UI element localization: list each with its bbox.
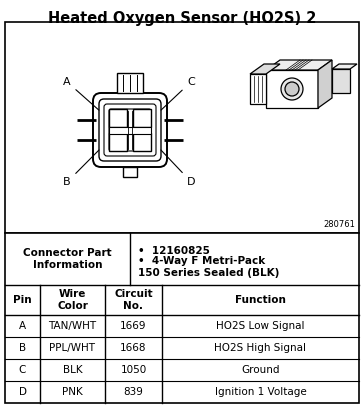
Bar [5,22,359,233]
Text: Function: Function [235,295,286,305]
Text: B: B [63,150,99,187]
Text: PNK: PNK [62,387,83,397]
Text: Wire
Color: Wire Color [57,289,88,311]
Ellipse shape [285,82,299,96]
Text: Ignition 1 Voltage: Ignition 1 Voltage [215,387,306,397]
Text: 839: 839 [123,387,143,397]
Polygon shape [318,60,332,108]
Bar [5,233,359,403]
Text: Pin: Pin [13,295,32,305]
Text: C: C [161,77,195,110]
Bar [133,133,151,151]
Text: Circuit
No.: Circuit No. [114,289,153,311]
Bar [266,70,318,108]
Polygon shape [266,60,332,70]
Bar [117,73,143,93]
Text: B: B [19,343,26,353]
Bar [123,167,137,177]
Text: A: A [63,77,99,110]
Bar [332,69,350,93]
Text: •  12160825: • 12160825 [138,246,210,256]
Text: PPL/WHT: PPL/WHT [50,343,95,353]
Text: A: A [19,321,26,331]
Text: 1668: 1668 [120,343,147,353]
Text: Connector Part
Information: Connector Part Information [23,248,112,270]
Bar [250,74,266,104]
FancyBboxPatch shape [93,93,167,167]
Text: C: C [19,365,26,375]
Bar [109,127,151,134]
Bar [109,133,127,151]
Text: HO2S Low Signal: HO2S Low Signal [216,321,305,331]
Text: 1669: 1669 [120,321,147,331]
Text: •  4-Way F Metri-Pack
150 Series Sealed (BLK): • 4-Way F Metri-Pack 150 Series Sealed (… [138,256,280,278]
Bar [109,109,127,127]
FancyBboxPatch shape [99,99,161,161]
Text: TAN/WHT: TAN/WHT [48,321,96,331]
Polygon shape [332,64,357,69]
Polygon shape [250,64,280,74]
FancyBboxPatch shape [104,104,156,156]
Text: 280761: 280761 [323,220,355,229]
Text: HO2S High Signal: HO2S High Signal [214,343,306,353]
Text: BLK: BLK [63,365,82,375]
Ellipse shape [281,78,303,100]
Text: D: D [19,387,27,397]
FancyBboxPatch shape [109,109,151,151]
Text: D: D [161,150,195,187]
Text: Ground: Ground [241,365,280,375]
Text: Heated Oxygen Sensor (HO2S) 2: Heated Oxygen Sensor (HO2S) 2 [48,11,316,26]
Text: 1050: 1050 [120,365,147,375]
Bar [133,109,151,127]
